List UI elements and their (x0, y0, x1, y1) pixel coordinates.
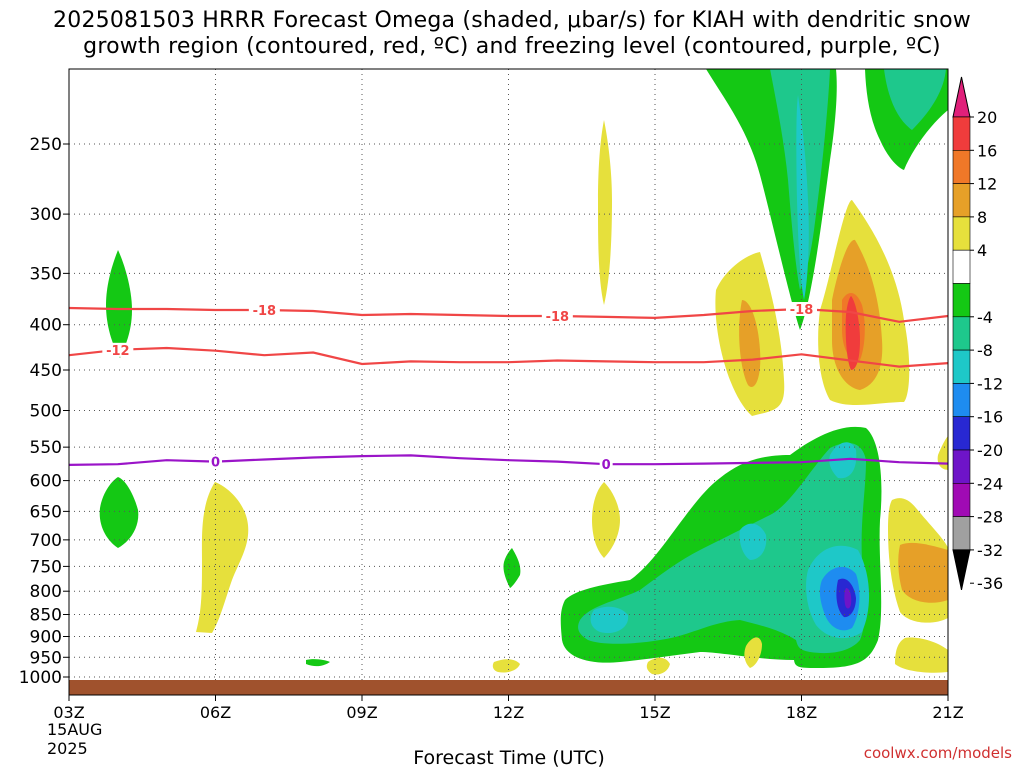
contour-label--12: -12 (106, 344, 130, 359)
colorbar-label--20: -20 (977, 441, 1003, 460)
y-tick-label-850: 850 (30, 606, 62, 626)
contour-label-bg--18 (248, 303, 280, 318)
omega-region-upper-teal (770, 69, 946, 290)
colorbar-label--28: -28 (977, 508, 1003, 527)
omega-cell-green-d (306, 659, 330, 667)
contour-label--18: -18 (546, 310, 570, 325)
y-tick-label-750: 750 (30, 557, 62, 577)
colorbar-label-8: 8 (977, 208, 987, 227)
ground-surface-band (69, 680, 948, 695)
x-axis-title: Forecast Time (UTC) (413, 747, 604, 768)
omega-region-low-teal (578, 443, 866, 654)
y-tick-label-650: 650 (30, 502, 62, 522)
date-label-day: 15AUG (47, 720, 102, 739)
contour-label-bg--12 (102, 342, 134, 357)
contour-label--18: -18 (790, 303, 814, 318)
x-tick-label-21Z: 21Z (932, 703, 963, 722)
omega-region-mid-orange-a (739, 300, 761, 387)
colorbar-bin-3 (952, 183, 971, 218)
y-tick-label-1000: 1000 (19, 668, 62, 688)
contour-label-bg--18 (786, 302, 817, 317)
colorbar-bin-12 (952, 482, 971, 517)
y-tick-label-800: 800 (30, 582, 62, 602)
colorbar-bin-7 (952, 316, 971, 351)
chart-title-line-1: 2025081503 HRRR Forecast Omega (shaded, … (53, 8, 971, 33)
colorbar-bin-10 (952, 416, 971, 451)
colorbar-label-16: 16 (977, 141, 997, 160)
contour-label-bg-0 (599, 457, 613, 472)
colorbar-label--24: -24 (977, 474, 1003, 493)
omega-region-low-orange-right (898, 542, 948, 603)
colorbar-bin-top (952, 76, 971, 118)
contour-label-bg-0 (209, 454, 222, 469)
x-tick-label-15Z: 15Z (639, 703, 670, 722)
colorbar-label-4: 4 (977, 241, 987, 260)
omega-region-low-cyan-b (739, 523, 767, 560)
y-tick-label-300: 300 (30, 205, 62, 225)
contour-line--12 (68, 346, 949, 368)
colorbar-bin-5 (952, 249, 971, 284)
colorbar-label--4: -4 (977, 308, 993, 327)
colorbar-label-20: 20 (977, 108, 997, 127)
colorbar-bin-8 (952, 349, 971, 384)
y-tick-label-450: 450 (30, 361, 62, 381)
colorbar-label-12: 12 (977, 175, 997, 194)
omega-region-mid-red-b (845, 296, 860, 370)
colorbar-bin-4 (952, 216, 971, 251)
omega-region-upper-cyan (796, 95, 809, 300)
colorbar-bin-2 (952, 150, 971, 184)
chart-title-line-2: growth region (contoured, red, ºC) and f… (83, 34, 941, 59)
colorbar-label--8: -8 (977, 341, 993, 360)
y-tick-label-250: 250 (30, 135, 62, 155)
y-tick-label-550: 550 (30, 438, 62, 458)
colorbar-label--36: -36 (977, 574, 1003, 593)
colorbar-bin-bottom (952, 549, 971, 591)
y-tick-label-900: 900 (30, 627, 62, 647)
y-tick-label-400: 400 (30, 316, 62, 336)
x-tick-label-09Z: 09Z (346, 703, 377, 722)
omega-cell-yellow-a (196, 482, 249, 633)
colorbar-bin-9 (952, 383, 971, 417)
y-tick-label-500: 500 (30, 402, 62, 422)
contour-label-0: 0 (602, 458, 611, 473)
omega-shading (99, 69, 948, 675)
contour-label-0: 0 (211, 456, 220, 471)
y-tick-label-600: 600 (30, 472, 62, 492)
y-tick-label-950: 950 (30, 648, 62, 668)
omega-region-low-cyan-a (590, 606, 629, 634)
colorbar: 20 16 12 8 4 -4 -8 -12 -16 -20 -24 -28 -32 -36 (952, 76, 1003, 593)
colorbar-bin-6 (952, 283, 971, 318)
omega-region-upper-green (706, 69, 948, 330)
credit-link[interactable]: coolwx.com/models (864, 744, 1012, 762)
colorbar-bin-1 (952, 116, 971, 151)
x-tick-label-03Z: 03Z (53, 703, 84, 722)
omega-cell-yellow-b (592, 120, 620, 558)
contour-label-bg--18 (541, 308, 573, 323)
colorbar-label--16: -16 (977, 408, 1003, 427)
y-tick-label-350: 350 (30, 264, 62, 284)
colorbar-bin-13 (952, 516, 971, 551)
omega-cell-green-a (106, 250, 132, 358)
omega-cell-green-b (99, 477, 139, 548)
x-tick-label-18Z: 18Z (786, 703, 817, 722)
contour-label--18: -18 (253, 304, 277, 319)
x-axis: 03Z 06Z 09Z 12Z 15Z 18Z 21Z (53, 695, 964, 722)
x-tick-label-12Z: 12Z (493, 703, 524, 722)
temperature-contours: -18 -18 -18 -12 0 0 (68, 302, 949, 473)
colorbar-label--32: -32 (977, 541, 1003, 560)
y-axis: 2503003504004505005506006507007508008509… (19, 135, 69, 688)
colorbar-label--12: -12 (977, 374, 1003, 393)
date-label-year: 2025 (47, 739, 88, 758)
colorbar-bin-11 (952, 449, 971, 484)
omega-cell-green-c (503, 548, 521, 588)
y-tick-label-700: 700 (30, 531, 62, 551)
omega-region-low-purple (844, 588, 852, 609)
x-tick-label-06Z: 06Z (200, 703, 231, 722)
